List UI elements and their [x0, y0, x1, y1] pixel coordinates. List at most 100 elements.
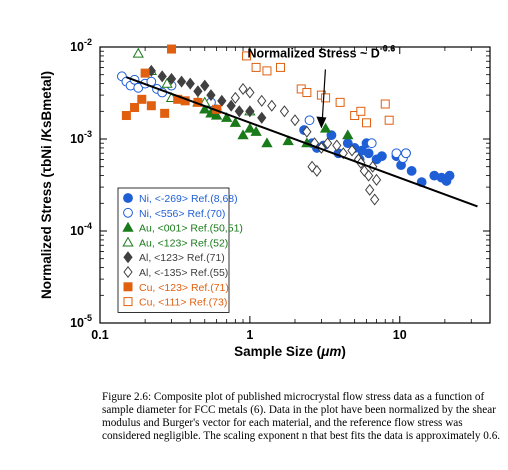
legend-box — [117, 187, 230, 313]
data-point-series-5 — [364, 169, 374, 182]
axis-ticks: 0.1 1 10 10-5 10-4 10-3 10-2 — [70, 37, 490, 342]
data-point-series-5 — [267, 99, 277, 112]
y-tick-label: 10-4 — [70, 221, 92, 238]
data-point-series-0 — [406, 166, 417, 176]
data-point-series-4 — [257, 111, 267, 124]
data-point-series-5 — [279, 105, 290, 118]
legend-marker — [123, 251, 133, 264]
data-point-series-5 — [257, 94, 267, 107]
data-point-series-4 — [157, 70, 167, 83]
data-point-series-4 — [176, 75, 187, 88]
data-point-series-7 — [251, 62, 261, 72]
data-point-series-5 — [307, 160, 317, 173]
data-point-series-1 — [391, 148, 402, 159]
data-point-series-2 — [210, 109, 223, 120]
data-point-series-4 — [245, 105, 255, 118]
data-point-series-4 — [206, 89, 216, 102]
legend: Ni, <-269> Ref.(8,68) Ni, <556> Ref.(70) A… — [117, 187, 243, 313]
data-point-series-4 — [193, 85, 203, 98]
data-point-series-7 — [242, 51, 252, 61]
data-point-series-6 — [130, 102, 140, 112]
data-point-series-0 — [363, 148, 374, 159]
data-point-series-5 — [347, 144, 357, 157]
data-point-series-2 — [261, 137, 273, 148]
legend-label: Au, <123> Ref.(52) — [139, 237, 228, 249]
data-point-series-7 — [356, 106, 366, 116]
data-point-series-2 — [237, 129, 249, 140]
data-point-series-2 — [319, 122, 332, 133]
annotation-arrow-line — [321, 69, 326, 119]
data-point-series-7 — [335, 97, 345, 107]
data-point-series-5 — [332, 139, 342, 152]
figure-caption: Figure 2.6: Composite plot of published … — [102, 391, 501, 442]
data-point-series-4 — [166, 72, 177, 85]
annotation: Normalized Stress ~ D-0.6 — [247, 43, 395, 129]
data-point-series-7 — [302, 88, 312, 98]
data-point-series-5 — [371, 173, 382, 186]
data-point-series-2 — [221, 111, 233, 122]
data-point-series-2 — [342, 129, 354, 140]
data-point-series-5 — [312, 164, 322, 177]
data-point-series-0 — [444, 170, 455, 181]
legend-marker — [123, 193, 133, 203]
legend-label: Al, <-135> Ref.(55) — [139, 267, 228, 279]
data-point-series-5 — [338, 147, 348, 160]
data-point-series-2 — [250, 125, 262, 136]
data-point-series-5 — [309, 137, 320, 150]
data-point-series-4 — [200, 79, 210, 92]
data-point-series-7 — [321, 93, 331, 103]
annotation-arrowhead — [316, 116, 327, 129]
data-point-series-3 — [132, 47, 144, 58]
data-point-series-7 — [262, 66, 272, 76]
data-point-series-0 — [376, 151, 387, 162]
data-point-series-3 — [161, 77, 173, 88]
data-point-series-5 — [365, 183, 375, 196]
data-point-series-1 — [304, 115, 315, 126]
data-point-series-5 — [322, 137, 333, 150]
legend-label: Ni, <-269> Ref.(8,68) — [139, 193, 238, 205]
x-tick-label: 1 — [246, 328, 253, 342]
y-tick-label: 10-3 — [70, 129, 92, 146]
legend-label: Cu, <123> Ref.(71) — [139, 282, 229, 294]
data-point-series-0 — [326, 130, 337, 141]
data-point-series-6 — [121, 111, 131, 121]
data-point-series-6 — [140, 68, 150, 78]
legend-marker — [122, 236, 134, 247]
y-axis-label: Normalized Stress (τbNi /KsBmetal) — [39, 71, 54, 299]
x-tick-label: 10 — [393, 328, 407, 342]
data-point-series-1 — [401, 148, 411, 159]
data-points — [117, 44, 478, 208]
data-point-series-5 — [230, 91, 240, 104]
data-point-series-4 — [226, 99, 236, 112]
data-point-series-2 — [244, 122, 256, 133]
data-point-series-7 — [380, 99, 390, 109]
data-point-series-5 — [290, 114, 300, 127]
data-point-series-5 — [368, 160, 378, 173]
legend-marker — [123, 207, 133, 218]
data-point-series-4 — [217, 94, 227, 107]
annotation-text: Normalized Stress ~ D-0.6 — [247, 43, 395, 60]
legend-label: Cu, <111> Ref.(73) — [139, 297, 227, 309]
data-point-series-2 — [282, 135, 294, 146]
data-point-series-6 — [146, 101, 156, 111]
legend-marker — [123, 265, 133, 279]
y-tick-label: 10-2 — [70, 37, 92, 54]
y-tick-label: 10-5 — [70, 313, 92, 330]
data-point-series-5 — [359, 164, 369, 177]
legend-marker — [123, 297, 133, 307]
data-point-series-5 — [245, 86, 255, 99]
data-point-series-2 — [229, 116, 242, 127]
legend-marker — [122, 221, 134, 232]
data-point-series-7 — [362, 118, 372, 128]
data-point-series-2 — [199, 103, 211, 114]
legend-label: Ni, <556> Ref.(70) — [139, 208, 225, 220]
data-point-series-1 — [366, 138, 377, 149]
data-point-series-5 — [238, 82, 248, 95]
legend-label: Al, <123> Ref.(71) — [139, 252, 225, 264]
x-tick-label: 0.1 — [91, 328, 108, 342]
data-point-series-5 — [302, 125, 312, 138]
data-point-series-7 — [275, 62, 285, 72]
data-point-series-4 — [234, 105, 244, 118]
fit-line — [126, 76, 478, 208]
